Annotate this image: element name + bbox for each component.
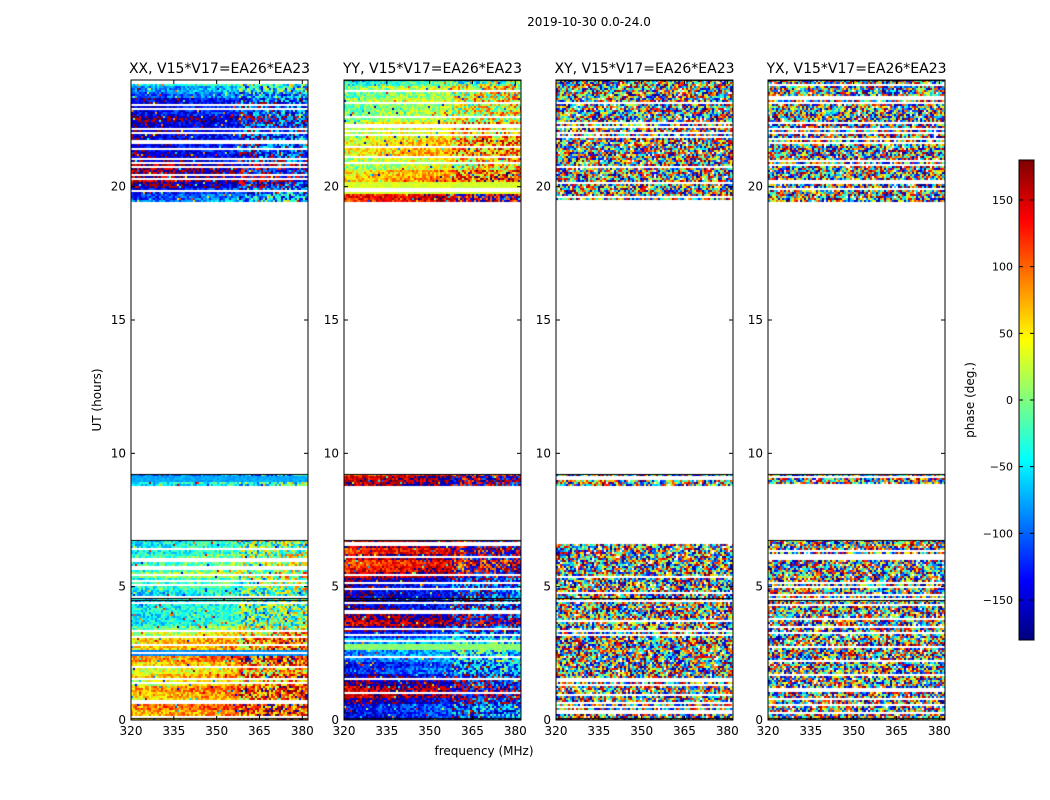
x-tick-label: 335 (799, 724, 822, 738)
y-tick-label: 20 (536, 180, 551, 194)
axes-frame (555, 79, 734, 721)
x-tick-label: 335 (162, 724, 185, 738)
x-tick-label: 365 (248, 724, 271, 738)
heatmap-raster (131, 80, 308, 720)
x-tick-label: 320 (120, 724, 143, 738)
x-tick-label: 380 (928, 724, 951, 738)
panels-group: XX, V15*V17=EA26*EA23 320 335 350 365 380 0 5 10… (111, 61, 951, 738)
panel-1: XX, V15*V17=EA26*EA23 320 335 350 365 380 0 5 10… (111, 61, 314, 738)
y-tick-label: 10 (324, 446, 339, 460)
colorbar-tick-label: −50 (990, 461, 1013, 474)
y-tick-label: 10 (536, 446, 551, 460)
panel-title: XX, V15*V17=EA26*EA23 (129, 61, 310, 77)
y-tick-label: 0 (118, 713, 126, 727)
x-tick-label: 380 (504, 724, 527, 738)
heatmap-image (556, 80, 733, 720)
panel-title: XY, V15*V17=EA26*EA23 (554, 61, 734, 77)
panel-4: YX, V15*V17=EA26*EA23 320 335 350 365 380 0 5 10… (748, 61, 951, 738)
colorbar-tick-label: −100 (983, 527, 1013, 540)
figure-suptitle: 2019-10-30 0.0-24.0 (527, 15, 651, 29)
y-axis-label: UT (hours) (90, 368, 104, 431)
x-tick-label: 365 (885, 724, 908, 738)
y-tick-label: 10 (748, 446, 763, 460)
x-tick-label: 320 (333, 724, 356, 738)
y-tick-label: 0 (543, 713, 551, 727)
axes-frame (343, 79, 522, 721)
axes-frame (130, 79, 309, 721)
x-tick-label: 320 (545, 724, 568, 738)
x-tick-label: 350 (842, 724, 865, 738)
colorbar-tick-label: 100 (992, 261, 1013, 274)
y-tick-label: 0 (755, 713, 763, 727)
y-tick-label: 10 (111, 446, 126, 460)
colorbar-tick-label: −150 (983, 594, 1013, 607)
colorbar-tick-label: 0 (1006, 394, 1013, 407)
y-tick-label: 0 (331, 713, 339, 727)
x-tick-label: 350 (205, 724, 228, 738)
heatmap-raster (344, 80, 521, 720)
axes-frame (767, 79, 946, 721)
x-tick-label: 380 (291, 724, 314, 738)
colorbar-tick-label: 50 (999, 327, 1013, 340)
x-tick-label: 365 (461, 724, 484, 738)
y-tick-label: 15 (536, 313, 551, 327)
y-tick-label: 5 (755, 580, 763, 594)
colorbar-tick-label: 150 (992, 194, 1013, 207)
heatmap-raster (556, 80, 733, 720)
heatmap-image (768, 80, 945, 720)
x-tick-label: 335 (375, 724, 398, 738)
y-tick-label: 15 (748, 313, 763, 327)
x-tick-label: 365 (673, 724, 696, 738)
colorbar-ticks: −150 −100 −50 0 50 100 150 (983, 194, 1034, 607)
y-tick-label: 5 (118, 580, 126, 594)
panel-3: XY, V15*V17=EA26*EA23 320 335 350 365 380 0 5 10… (536, 61, 739, 738)
x-tick-label: 350 (418, 724, 441, 738)
y-tick-label: 20 (111, 180, 126, 194)
heatmap-image (131, 80, 308, 720)
x-tick-label: 350 (630, 724, 653, 738)
y-tick-label: 5 (331, 580, 339, 594)
y-tick-label: 15 (111, 313, 126, 327)
x-tick-label: 320 (757, 724, 780, 738)
y-tick-label: 20 (748, 180, 763, 194)
colorbar-label: phase (deg.) (963, 362, 977, 438)
panel-2: YY, V15*V17=EA26*EA23 320 335 350 365 380 0 5 10… (324, 61, 527, 738)
y-tick-label: 20 (324, 180, 339, 194)
heatmap-image (344, 80, 521, 720)
colorbar: −150 −100 −50 0 50 100 150 phase (deg.) (963, 159, 1035, 641)
x-axis-label: frequency (MHz) (434, 744, 533, 758)
y-tick-label: 15 (324, 313, 339, 327)
heatmap-raster (768, 80, 945, 720)
panel-title: YX, V15*V17=EA26*EA23 (765, 61, 946, 77)
x-tick-label: 380 (716, 724, 739, 738)
x-tick-label: 335 (587, 724, 610, 738)
panel-title: YY, V15*V17=EA26*EA23 (342, 61, 522, 77)
y-tick-label: 5 (543, 580, 551, 594)
